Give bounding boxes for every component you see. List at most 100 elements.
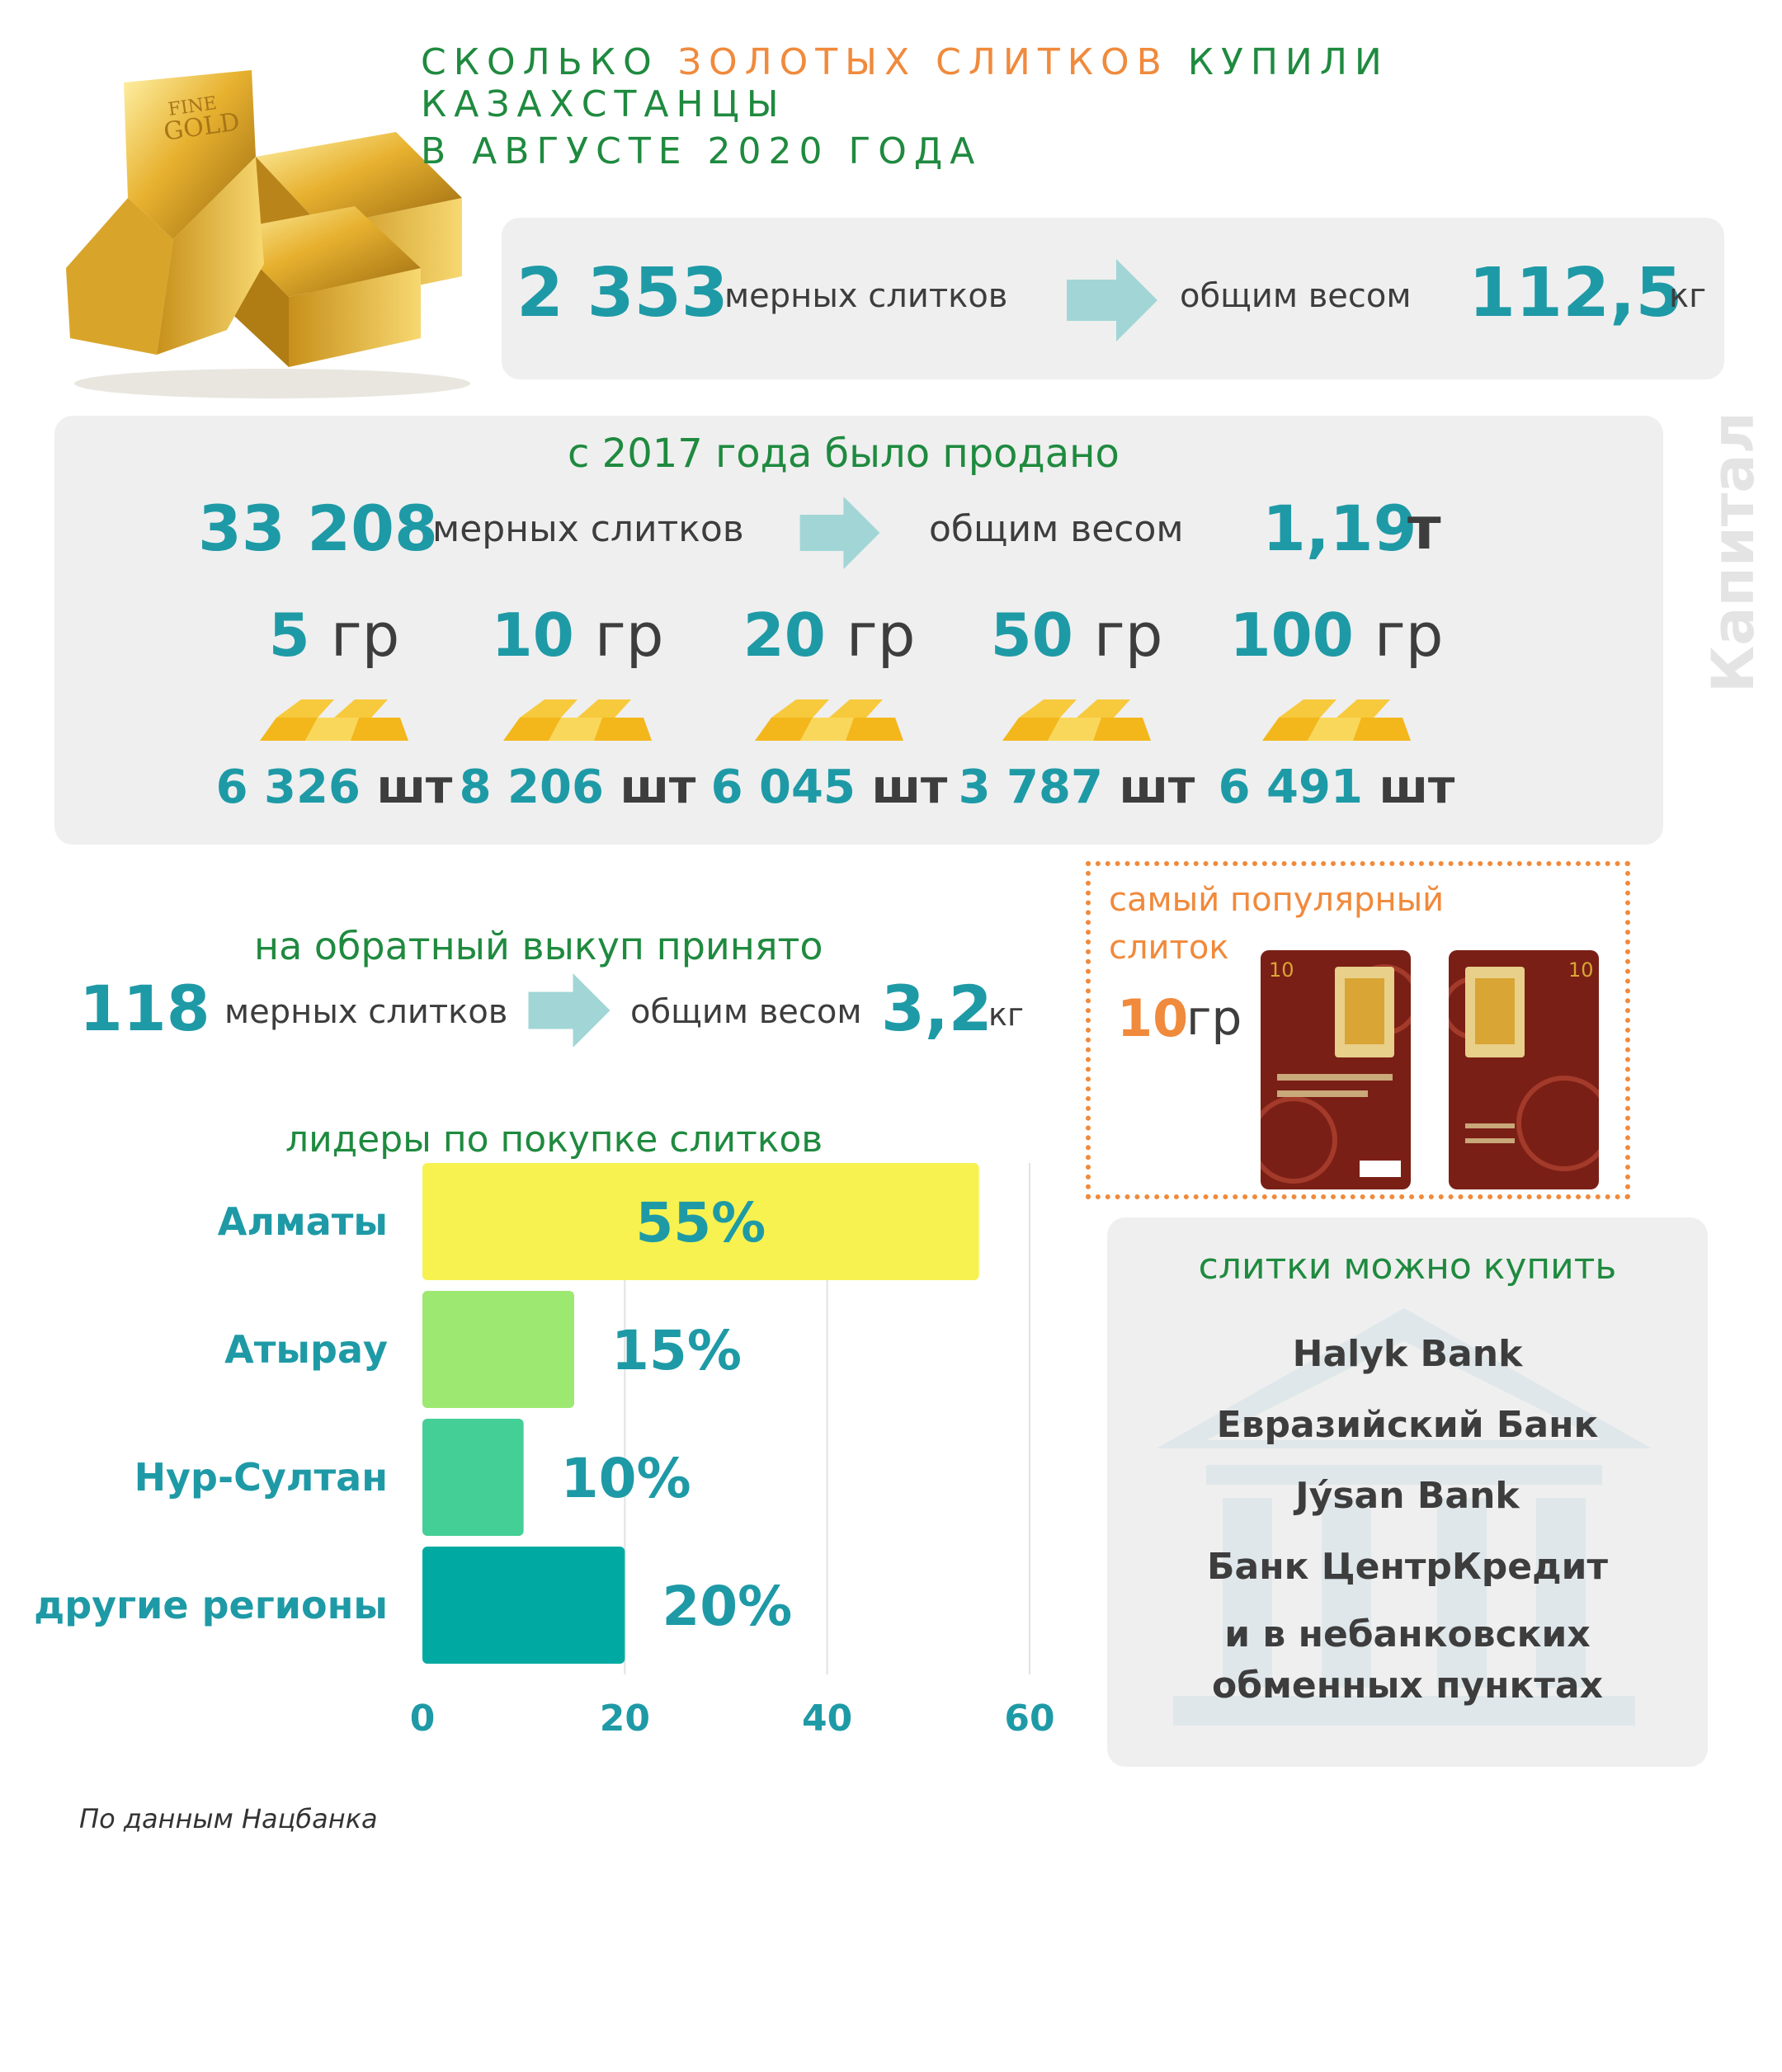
since-2017-count: 33 208 (198, 492, 438, 565)
denomination-weight: 100 гр (1213, 600, 1460, 670)
denomination-unit: гр (594, 600, 664, 670)
denomination-count: 6 326 шт (202, 761, 466, 814)
denomination-pcs-unit: шт (620, 761, 696, 814)
since-2017-count-label: мерных слитков (432, 508, 744, 550)
popular-unit: гр (1186, 990, 1242, 1046)
popular-bar-box: самый популярный слиток 10 гр 10 10 (1086, 861, 1630, 1199)
denomination-weight: 5 гр (210, 600, 458, 670)
denomination-weight: 10 гр (454, 600, 701, 670)
source-note: По данным Нацбанка (79, 1803, 378, 1834)
gold-bar-card-back: 10 (1449, 950, 1599, 1189)
gold-bar-card-front: 10 (1261, 950, 1411, 1189)
denomination-unit: гр (330, 600, 400, 670)
denomination-pcs: 6 491 (1218, 761, 1379, 814)
x-tick-label: 40 (802, 1698, 852, 1740)
category-label: другие регионы (34, 1583, 388, 1627)
denomination-weight: 20 гр (705, 600, 953, 670)
bar (422, 1291, 574, 1408)
where-to-buy-panel: слитки можно купить Halyk Bank Евразийск… (1107, 1217, 1708, 1767)
denomination-count: 6 491 шт (1204, 761, 1468, 814)
bank-item: и в небанковских (1224, 1613, 1591, 1655)
title-part-3: КУПИЛИ КАЗАХСТАНЦЫ (421, 41, 1389, 125)
denomination-pcs: 6 045 (710, 761, 872, 814)
bank-item: обменных пунктах (1212, 1665, 1603, 1707)
gold-bar-icon (1002, 699, 1151, 741)
denomination-num: 50 (990, 600, 1094, 670)
arrow-right-icon (528, 973, 610, 1048)
denomination-num: 100 (1229, 600, 1374, 670)
august-weight: 112,5 (1468, 254, 1683, 332)
since-2017-panel: с 2017 года было продано 33 208 мерных с… (54, 416, 1663, 845)
denomination-unit: гр (1374, 600, 1444, 670)
denomination-pcs-unit: шт (1379, 761, 1455, 814)
august-count: 2 353 (516, 254, 728, 332)
popular-line-1: самый популярный (1109, 881, 1445, 919)
bank-item: Банк ЦентрКредит (1206, 1546, 1609, 1588)
x-tick-label: 20 (600, 1698, 650, 1740)
buyback-count-label: мерных слитков (224, 993, 508, 1031)
buyback-heading: на обратный выкуп принято (254, 924, 823, 968)
chart-title: лидеры по покупке слитков (285, 1118, 823, 1161)
card-back-value: 10 (1568, 958, 1594, 982)
denomination-pcs: 6 326 (215, 761, 377, 814)
gold-bar-icon (1262, 699, 1411, 741)
denomination-weight: 50 гр (953, 600, 1200, 670)
gold-bars-illustration: FINE GOLD (66, 70, 470, 398)
category-label: Алматы (218, 1199, 388, 1244)
bank-item: Halyk Bank (1292, 1333, 1523, 1375)
buyback-weight-unit: кг (988, 996, 1024, 1033)
x-tick-label: 0 (410, 1698, 436, 1740)
gold-bar-icon (755, 699, 903, 741)
bank-item: Евразийский Банк (1216, 1404, 1599, 1446)
since-2017-heading: с 2017 года было продано (568, 431, 1120, 477)
denomination-count: 3 787 шт (945, 761, 1209, 814)
category-label: Атырау (224, 1327, 388, 1372)
denomination-pcs-unit: шт (376, 761, 453, 814)
since-2017-weight-unit: т (1407, 495, 1441, 563)
card-front-value: 10 (1269, 958, 1294, 982)
buyback-count: 118 (79, 972, 210, 1045)
title-highlight: ЗОЛОТЫХ СЛИТКОВ (677, 41, 1169, 83)
title-line-1: СКОЛЬКО ЗОЛОТЫХ СЛИТКОВ КУПИЛИ КАЗАХСТАН… (421, 41, 1741, 125)
denomination-pcs: 3 787 (958, 761, 1120, 814)
bar (422, 1419, 524, 1536)
x-tick-label: 60 (1004, 1698, 1054, 1740)
title-part-1: СКОЛЬКО (421, 41, 678, 83)
august-panel: 2 353 мерных слитков общим весом 112,5 к… (502, 218, 1724, 379)
denomination-unit: гр (1093, 600, 1163, 670)
where-heading: слитки можно купить (1198, 1246, 1617, 1288)
gold-bar-icon (260, 699, 408, 741)
denomination-num: 20 (742, 600, 846, 670)
arrow-right-icon (799, 497, 880, 569)
data-label: 15% (611, 1319, 742, 1382)
denomination-pcs-unit: шт (1119, 761, 1195, 814)
title-line-2: В АВГУСТЕ 2020 ГОДА (421, 130, 983, 172)
buyback-weight: 3,2 (881, 972, 992, 1045)
title: СКОЛЬКО ЗОЛОТЫХ СЛИТКОВ КУПИЛИ КАЗАХСТАН… (421, 41, 1741, 172)
august-weight-unit: кг (1669, 277, 1707, 315)
gold-bar-icon (503, 699, 652, 741)
bar (422, 1163, 979, 1280)
bank-building-icon (1157, 1308, 1652, 1726)
data-label: 20% (662, 1575, 792, 1638)
arrow-right-icon (1067, 259, 1157, 341)
denomination-num: 5 (268, 600, 331, 670)
denomination-count: 6 045 шт (697, 761, 961, 814)
data-label: 10% (561, 1447, 691, 1510)
august-weight-label: общим весом (1180, 277, 1412, 315)
bar (422, 1547, 625, 1664)
denomination-unit: гр (846, 600, 916, 670)
leaders-bar-chart: 0 20 40 60 Алматы 55% Атырау 15% Нур-Султан 10% др… (34, 1163, 1055, 1740)
buyback-weight-label: общим весом (630, 993, 862, 1031)
data-label: 55% (635, 1191, 766, 1255)
popular-line-2: слиток (1109, 929, 1229, 967)
since-2017-weight-label: общим весом (929, 508, 1184, 550)
august-count-label: мерных слитков (724, 277, 1008, 315)
watermark-logo: Капитал (1700, 412, 1767, 693)
category-label: Нур-Султан (134, 1455, 388, 1500)
denomination-pcs: 8 206 (459, 761, 620, 814)
denomination-pcs-unit: шт (871, 761, 948, 814)
popular-num: 10 (1117, 988, 1189, 1048)
since-2017-weight: 1,19 (1262, 492, 1417, 565)
denomination-count: 8 206 шт (446, 761, 710, 814)
